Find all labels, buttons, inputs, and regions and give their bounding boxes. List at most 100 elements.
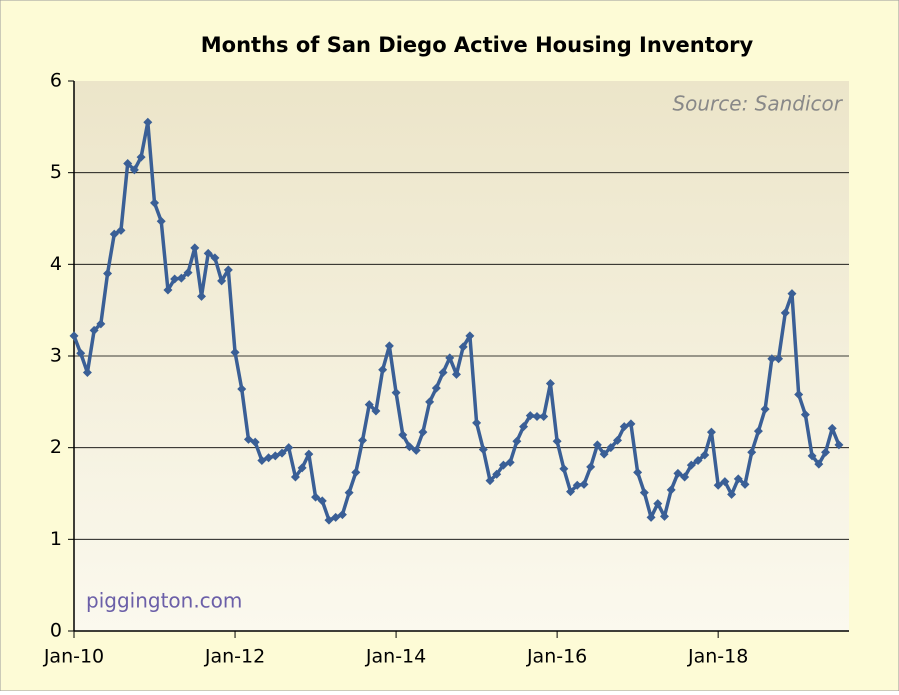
data-marker (465, 331, 475, 341)
data-marker (364, 400, 374, 410)
y-tick-label: 4 (50, 253, 62, 275)
data-marker (371, 406, 381, 416)
x-tick-label: Jan-10 (43, 646, 104, 668)
data-marker (156, 216, 166, 226)
data-marker (639, 488, 649, 498)
data-marker (123, 159, 133, 168)
data-marker (237, 384, 247, 394)
data-marker (183, 268, 193, 278)
data-marker (472, 418, 482, 428)
data-marker (69, 331, 79, 341)
data-marker (740, 479, 750, 489)
data-marker (243, 434, 253, 444)
data-marker (720, 477, 730, 487)
data-marker (143, 117, 153, 127)
data-marker (579, 479, 589, 489)
data-marker (787, 289, 797, 299)
data-marker (210, 253, 220, 263)
data-marker (176, 273, 186, 283)
data-marker (713, 480, 723, 490)
data-marker (599, 449, 609, 459)
data-marker (129, 165, 139, 175)
data-marker (398, 430, 408, 440)
data-marker (96, 319, 106, 329)
data-marker (136, 152, 146, 162)
data-marker (532, 412, 542, 421)
data-marker (653, 499, 663, 509)
data-marker (190, 243, 200, 253)
data-marker (103, 269, 113, 278)
x-tick-label: Jan-12 (204, 646, 265, 668)
data-marker (203, 248, 213, 258)
data-marker (478, 445, 488, 454)
data-marker (391, 388, 401, 398)
data-marker (673, 468, 683, 478)
data-marker (163, 285, 173, 295)
data-marker (196, 291, 206, 301)
data-marker (821, 447, 831, 457)
data-marker (626, 419, 636, 429)
data-marker (545, 379, 555, 388)
data-marker (217, 276, 227, 286)
data-marker (458, 342, 468, 352)
data-marker (498, 460, 508, 470)
data-marker (492, 469, 502, 479)
data-marker (337, 510, 347, 520)
data-marker (451, 369, 461, 379)
y-tick-label: 6 (50, 70, 62, 92)
data-marker (686, 460, 696, 470)
data-marker (633, 467, 643, 477)
data-marker (405, 442, 414, 452)
data-marker (384, 341, 394, 351)
y-tick-label: 2 (50, 436, 62, 458)
y-tick-label: 1 (50, 528, 62, 550)
data-marker (324, 515, 334, 525)
data-marker (344, 488, 354, 498)
data-marker (277, 448, 287, 458)
data-marker (747, 447, 757, 457)
data-marker (358, 435, 368, 445)
data-marker (82, 368, 92, 377)
y-tick-label: 5 (50, 161, 62, 183)
data-marker (411, 445, 421, 455)
data-marker (733, 474, 743, 484)
data-marker (807, 451, 817, 461)
data-marker (257, 456, 267, 465)
data-marker (304, 449, 314, 459)
data-marker (250, 437, 260, 447)
data-marker (800, 410, 810, 420)
data-marker (438, 368, 448, 377)
data-marker (331, 512, 341, 522)
data-marker (827, 423, 837, 433)
data-marker (431, 383, 441, 393)
data-marker (505, 457, 515, 467)
y-tick-label: 3 (50, 345, 62, 367)
data-marker (270, 451, 280, 461)
data-marker (552, 436, 562, 446)
data-marker (780, 308, 790, 318)
x-tick-label: Jan-18 (687, 646, 748, 668)
source-note: Source: Sandicor (672, 92, 843, 116)
data-marker (834, 440, 844, 450)
data-marker (814, 459, 824, 469)
data-marker (559, 464, 569, 474)
data-marker (619, 422, 629, 432)
data-marker (646, 512, 656, 522)
data-marker (109, 229, 119, 239)
data-marker (774, 354, 784, 364)
data-marker (116, 225, 126, 235)
data-marker (592, 440, 602, 450)
data-marker (700, 450, 710, 460)
data-marker (351, 467, 361, 477)
data-marker (659, 511, 669, 521)
data-marker (606, 443, 616, 453)
data-marker (425, 397, 435, 407)
data-marker (760, 404, 770, 414)
data-marker (297, 463, 307, 473)
data-marker (76, 348, 86, 358)
data-marker (230, 347, 240, 357)
data-marker (525, 411, 535, 421)
data-marker (445, 353, 455, 363)
